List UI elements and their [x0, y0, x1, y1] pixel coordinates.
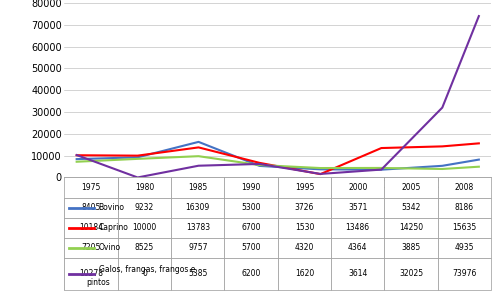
Text: Galos, frangas, frangos e: Galos, frangas, frangos e: [99, 265, 195, 274]
Text: Caprino: Caprino: [99, 223, 128, 232]
Text: Bovino: Bovino: [99, 203, 124, 212]
Text: pintos: pintos: [87, 278, 111, 287]
Text: Ovino: Ovino: [99, 243, 121, 252]
